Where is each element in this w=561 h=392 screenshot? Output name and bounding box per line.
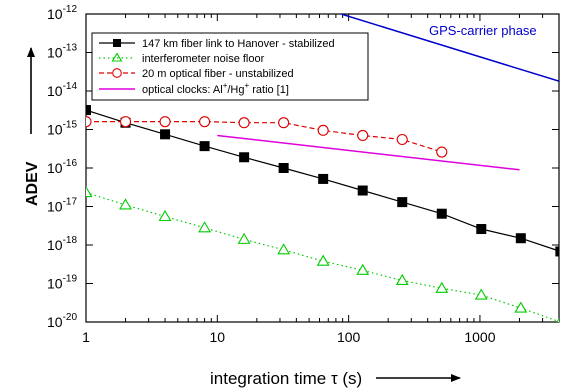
legend-swatch-circle-marker [112,68,122,78]
data-point-circle [317,124,329,136]
data-point-circle [238,117,250,129]
data-point-triangle [356,263,370,275]
x-tick-label: 1 [82,329,90,345]
data-point-circle [436,146,448,158]
legend-label-unstabilized-fiber: 20 m optical fiber - unstabilized [142,68,294,80]
data-point-circle [119,116,132,128]
x-axis-title: integration time τ (s) [210,369,362,388]
data-point-square [397,197,408,208]
data-point-triangle [277,243,291,255]
data-point-circle [357,129,369,142]
series-4 [338,14,559,82]
y-tick-label: 10-16 [47,158,77,176]
data-point-circle [86,116,92,128]
data-point-triangle [556,317,559,322]
data-point-triangle [514,301,528,313]
y-tick-label: 10-15 [47,120,77,138]
legend-swatch-square-marker [113,39,121,47]
data-point-triangle [435,281,449,293]
data-point-triangle [158,209,172,222]
data-point-triangle [474,288,488,300]
legend-swatch-triangle-marker [111,52,123,62]
data-point-square [318,173,329,184]
y-tick-label: 10-12 [47,4,77,22]
data-point-square [555,246,559,257]
data-point-triangle [395,273,409,286]
y-tick-label: 10-17 [47,197,77,215]
gps-carrier-phase-label: GPS-carrier phase [429,23,537,38]
y-axis-title: ADEV [24,161,41,206]
y-tick-label: 10-19 [47,274,77,292]
x-tick-label: 100 [337,329,361,345]
legend-box [91,32,369,101]
data-point-square [160,129,171,140]
series-3 [217,134,520,171]
series-1 [86,185,559,322]
x-tick-label: 1000 [464,329,495,345]
data-point-square [278,163,289,173]
data-point-circle [199,116,211,128]
legend: 147 km fiber link to Hanover - stabilize… [91,32,369,101]
y-tick-label: 10-14 [47,81,77,99]
y-tick-labels: 10-12 10-13 10-14 10-15 10-16 10-17 10-18 10-19… [47,4,77,330]
x-tick-labels: 1 10 100 1000 [82,329,496,345]
data-point-square [239,152,250,163]
data-point-triangle [86,185,93,198]
y-tick-label: 10-18 [47,235,77,253]
legend-label-optical-clocks: optical clocks: Al+/Hg+ ratio [1] [142,81,289,96]
series-layer [86,14,559,322]
y-tick-label: 10-13 [47,43,77,61]
data-point-circle [278,117,290,129]
series-2 [86,116,448,158]
series-line [217,134,520,171]
data-point-triangle [316,254,330,266]
legend-label-noise-floor: interferometer noise floor [142,53,265,65]
series-line [86,120,442,153]
data-point-square [515,233,526,244]
legend-label-fiber-link: 147 km fiber link to Hanover - stabilize… [142,38,335,50]
data-point-triangle [198,221,212,233]
data-point-circle [396,133,408,146]
x-tick-label: 10 [210,329,226,345]
y-tick-label: 10-20 [47,312,77,330]
series-line [338,14,559,82]
data-point-square [476,224,487,235]
data-point-square [357,185,368,196]
data-point-circle [159,116,171,128]
data-point-triangle [237,232,251,244]
data-point-triangle [119,198,132,210]
data-point-square [199,141,210,152]
data-point-square [436,208,447,219]
axis-ticks [85,13,560,323]
data-point-square [86,105,91,116]
